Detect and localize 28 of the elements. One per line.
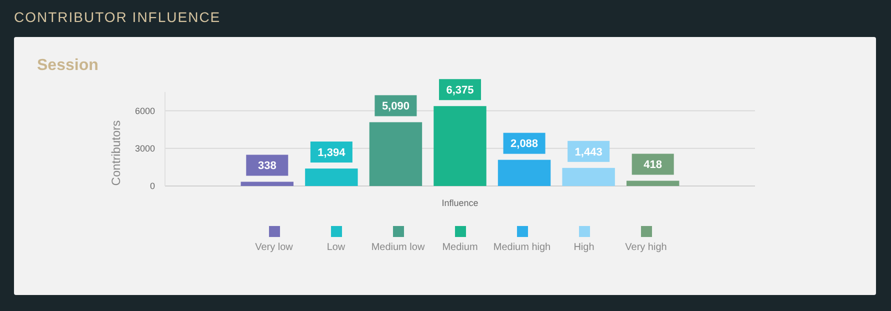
data-label: 418: [644, 159, 662, 172]
data-label: 2,088: [510, 138, 538, 150]
bar: [240, 182, 294, 186]
bar: [498, 160, 551, 186]
y-axis-title: Contributors: [109, 120, 123, 186]
data-label: 1,443: [574, 146, 602, 158]
bar: [305, 168, 358, 186]
chart-subtitle: Session: [37, 57, 98, 74]
bar: [369, 122, 422, 186]
bar: [562, 168, 615, 186]
legend-label: Very low: [255, 242, 294, 253]
data-label: 1,394: [318, 146, 346, 159]
data-label: 338: [258, 160, 276, 172]
legend-label: Medium low: [371, 242, 426, 253]
legend-label: Very high: [625, 242, 667, 253]
y-tick-label: 3000: [134, 144, 155, 154]
legend-label: Medium high: [493, 242, 551, 253]
legend-label: High: [574, 242, 594, 253]
bar: [434, 106, 486, 186]
data-label: 5,090: [382, 100, 410, 113]
legend-label: Medium: [442, 242, 478, 253]
x-axis-title: Influence: [442, 198, 478, 208]
legend-label: Low: [326, 242, 346, 253]
bar: [626, 180, 680, 186]
y-tick-label: 6000: [134, 106, 155, 116]
y-tick-label: 0: [150, 181, 155, 192]
chart-title: CONTRIBUTOR INFLUENCE: [14, 9, 221, 25]
data-label: 6,375: [446, 84, 474, 96]
